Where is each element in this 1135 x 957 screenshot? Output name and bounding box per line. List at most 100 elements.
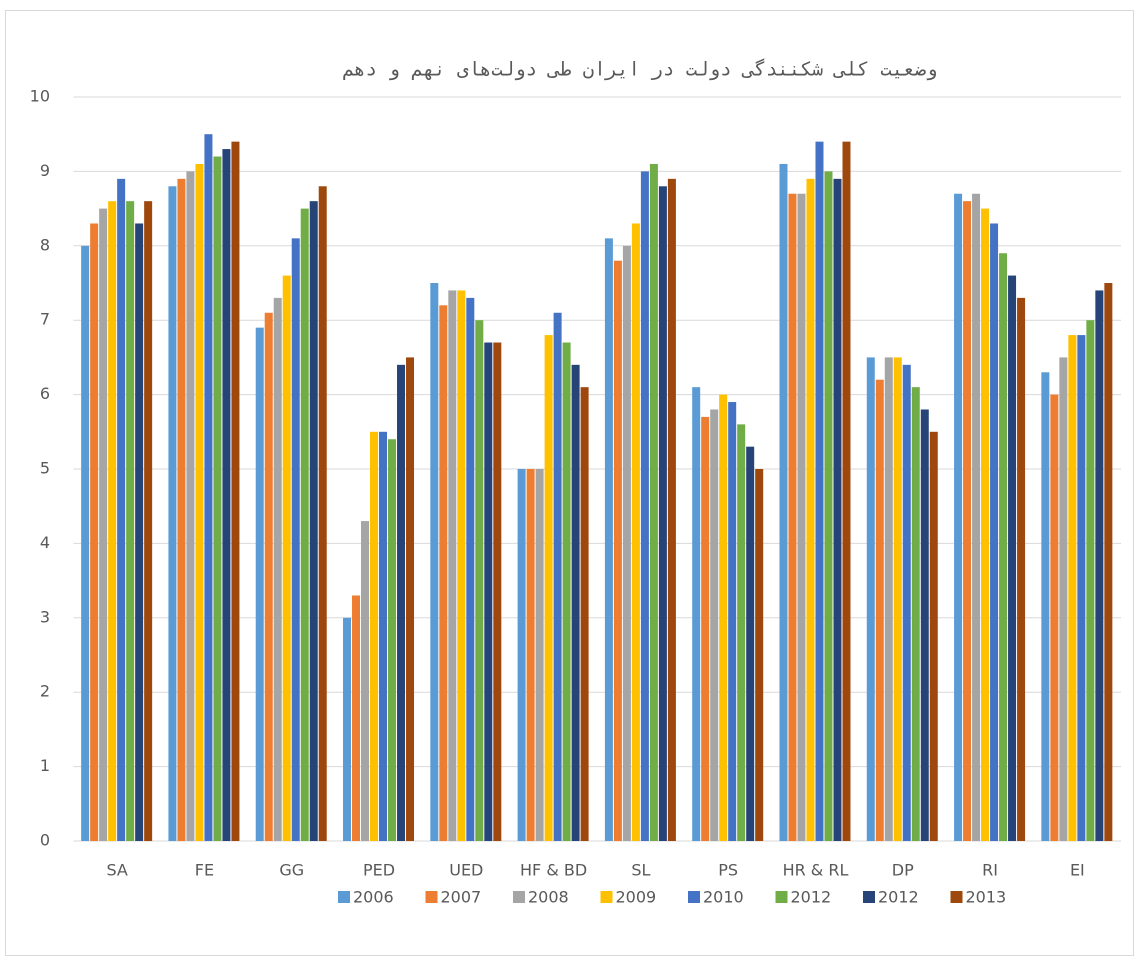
bar — [954, 193, 963, 842]
bar — [466, 297, 475, 841]
bar — [866, 357, 875, 841]
bar — [658, 186, 667, 841]
legend-swatch — [425, 891, 438, 903]
bar — [126, 201, 135, 841]
bar — [439, 305, 448, 841]
x-tick-label: HR & RL — [783, 861, 849, 880]
legend-label: 2008 — [528, 888, 569, 907]
legend-swatch — [775, 891, 788, 903]
bar — [1068, 335, 1077, 841]
bar — [1050, 394, 1059, 841]
x-tick-label: SL — [631, 861, 650, 880]
bar — [972, 193, 981, 842]
bar — [1086, 320, 1095, 841]
bar — [1077, 335, 1086, 841]
bar — [875, 379, 884, 841]
y-tick-label: 10 — [30, 87, 50, 106]
x-tick-label: UED — [449, 861, 483, 880]
bar — [361, 521, 370, 841]
bar — [842, 141, 851, 841]
bar — [631, 223, 640, 842]
bar — [264, 312, 273, 841]
legend-label: 2012 — [878, 888, 919, 907]
bar — [318, 186, 327, 841]
bar — [824, 171, 833, 841]
bar — [667, 178, 676, 842]
bar — [484, 342, 493, 841]
bar — [929, 431, 938, 841]
bar — [457, 290, 466, 841]
bar — [397, 364, 406, 841]
legend-swatch — [688, 891, 700, 903]
x-tick-label: HF & BD — [520, 861, 587, 880]
bar — [177, 178, 186, 842]
bar — [526, 469, 535, 841]
y-tick-label: 6 — [40, 384, 50, 403]
bar — [815, 141, 824, 841]
bar — [640, 171, 649, 841]
y-tick-label: 0 — [40, 831, 50, 850]
bar — [282, 275, 291, 841]
legend-label: 2009 — [616, 888, 657, 907]
bar — [755, 469, 764, 841]
legend-label: 2007 — [441, 888, 482, 907]
y-tick-label: 4 — [40, 533, 50, 552]
y-tick-label: 3 — [40, 607, 50, 626]
bar — [893, 357, 902, 841]
bar — [580, 387, 589, 841]
y-tick-label: 7 — [40, 310, 50, 329]
x-tick-label: SA — [106, 861, 127, 880]
bar — [231, 141, 240, 841]
bar — [833, 178, 842, 842]
bar — [535, 469, 544, 841]
legend-label: 2013 — [966, 888, 1007, 907]
x-tick-label: PS — [718, 861, 738, 880]
legend-swatch — [338, 891, 350, 903]
bar — [300, 208, 309, 842]
bar — [990, 223, 999, 842]
bar — [710, 409, 719, 841]
bar — [309, 201, 318, 841]
bar — [291, 238, 300, 842]
bar — [90, 223, 99, 842]
bar — [692, 387, 701, 841]
bar — [911, 387, 920, 841]
bar — [475, 320, 484, 841]
bar — [604, 238, 613, 842]
x-tick-label: DP — [892, 861, 914, 880]
bar — [168, 186, 177, 841]
bar — [493, 342, 502, 841]
bar — [144, 201, 153, 841]
bar — [737, 424, 746, 841]
bar — [1041, 372, 1050, 841]
bar — [1104, 283, 1113, 841]
bar — [352, 595, 361, 841]
bar — [902, 364, 911, 841]
bar — [379, 431, 388, 841]
bar — [186, 171, 195, 841]
legend-swatch — [513, 891, 525, 903]
bar — [204, 134, 213, 841]
bar — [81, 245, 90, 842]
bar — [999, 253, 1008, 842]
bar — [571, 364, 580, 841]
bar — [622, 245, 631, 842]
bar — [649, 163, 658, 841]
bar — [370, 431, 379, 841]
bar — [517, 469, 526, 841]
bar — [788, 193, 797, 842]
y-tick-label: 1 — [40, 756, 50, 775]
legend-swatch — [950, 891, 963, 903]
bar — [448, 290, 457, 841]
bar — [779, 163, 788, 841]
bar — [273, 297, 282, 841]
legend-swatch — [600, 891, 613, 903]
bar — [1059, 357, 1068, 841]
bar — [562, 342, 571, 841]
x-tick-label: PED — [363, 861, 395, 880]
bar — [135, 223, 144, 842]
chart-title: وضعیت کلی شکنندگی دولت در ایران طی دولت‌… — [343, 58, 938, 81]
bar — [719, 394, 728, 841]
bar — [108, 201, 117, 841]
bar — [222, 149, 231, 841]
